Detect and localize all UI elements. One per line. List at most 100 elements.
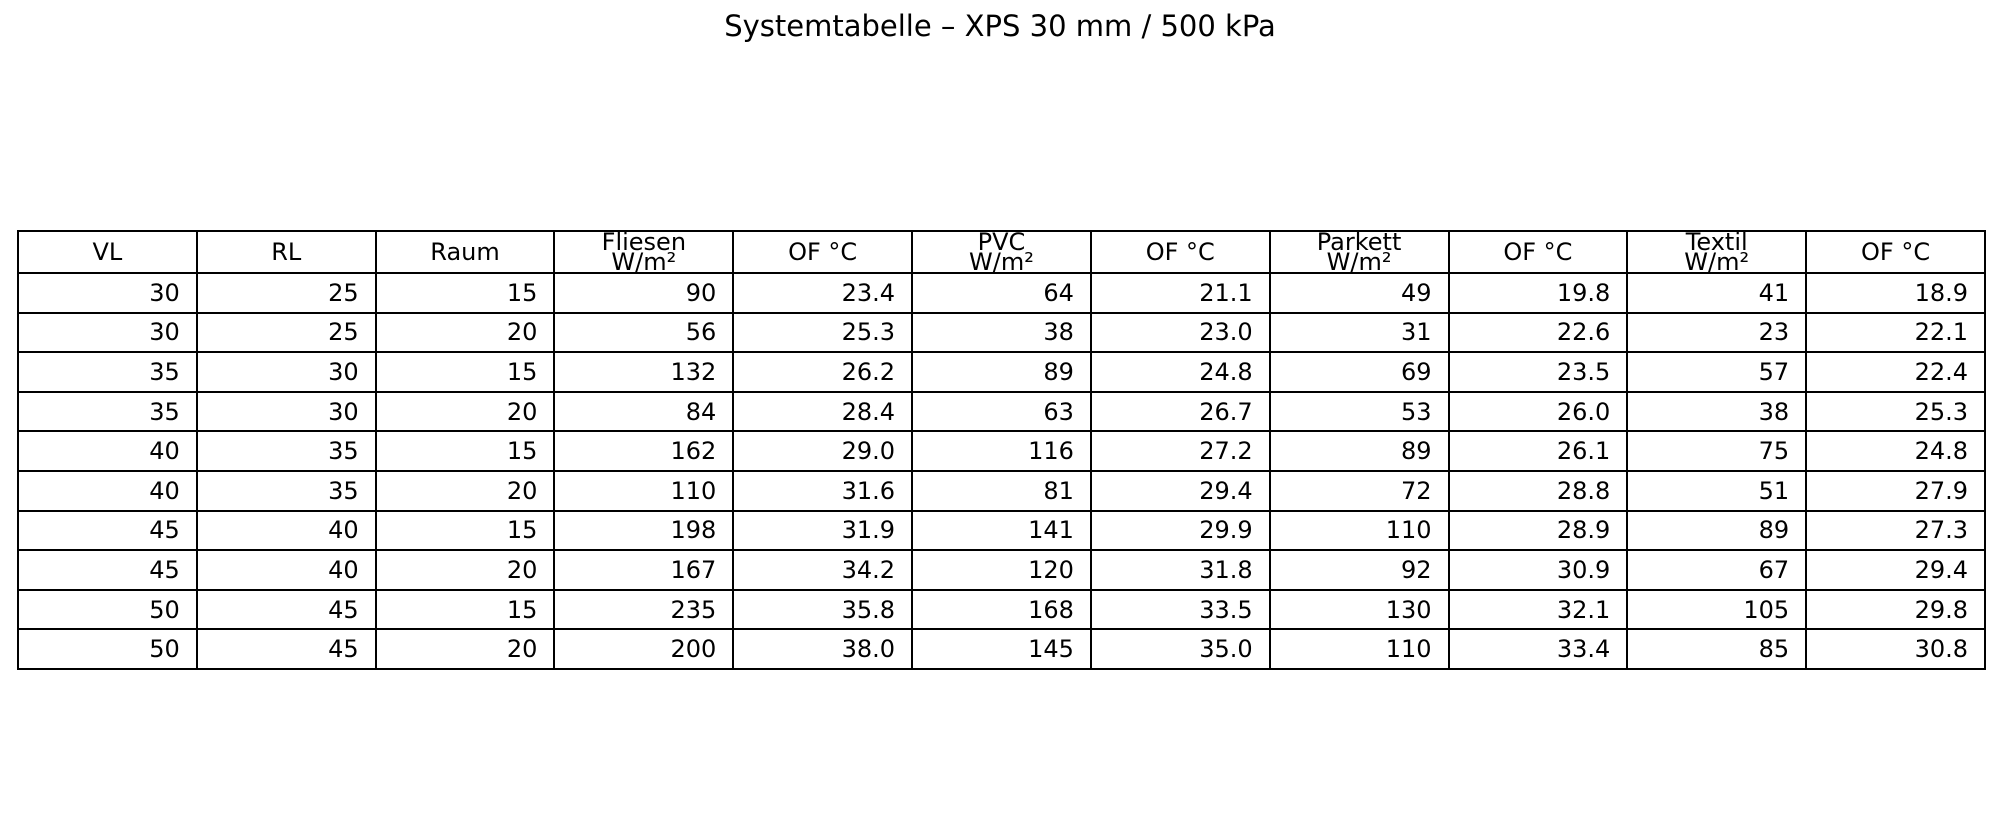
column-header: OF °C: [732, 230, 914, 274]
table-cell: 30.9: [1447, 549, 1629, 591]
table-cell: 15: [374, 509, 556, 552]
table-cell: 69: [1268, 351, 1450, 393]
table-cell: 72: [1268, 469, 1450, 512]
table-cell: 15: [374, 430, 556, 472]
table-cell: 25: [195, 272, 377, 314]
table-cell: 29.8: [1805, 588, 1986, 631]
table-cell: 45: [195, 628, 377, 670]
column-header: PVC W/m²: [911, 230, 1092, 274]
column-header: RL: [195, 230, 377, 274]
table-cell: 141: [911, 509, 1092, 552]
table-cell: 89: [911, 351, 1092, 393]
table-cell: 110: [1268, 509, 1450, 552]
table-header: VL RL Raum Fliesen W/m² OF °C PVC W/m² OF °C Pa…: [17, 230, 1986, 274]
table-cell: 40: [17, 430, 198, 472]
table-cell: 30: [17, 272, 198, 314]
table-cell: 235: [553, 588, 735, 631]
column-header: OF °C: [1089, 230, 1271, 274]
table-cell: 23.4: [732, 272, 914, 314]
table-cell: 51: [1626, 469, 1808, 512]
table-cell: 35.0: [1089, 628, 1271, 670]
page-title: Systemtabelle – XPS 30 mm / 500 kPa: [724, 9, 1276, 43]
table-cell: 38: [1626, 390, 1808, 433]
table-cell: 90: [553, 272, 735, 314]
table-cell: 33.4: [1447, 628, 1629, 670]
table-cell: 20: [374, 390, 556, 433]
table-cell: 21.1: [1089, 272, 1271, 314]
table-cell: 29.9: [1089, 509, 1271, 552]
table-cell: 35: [17, 351, 198, 393]
table-cell: 15: [374, 272, 556, 314]
table-cell: 81: [911, 469, 1092, 512]
table-cell: 23.5: [1447, 351, 1629, 393]
table-cell: 200: [553, 628, 735, 670]
table-cell: 40: [195, 549, 377, 591]
table-cell: 130: [1268, 588, 1450, 631]
table-row: 50 45 20 200 38.0 145 35.0 110 33.4 85 30.8: [17, 628, 1986, 670]
table-cell: 26.0: [1447, 390, 1629, 433]
table-cell: 53: [1268, 390, 1450, 433]
table-cell: 57: [1626, 351, 1808, 393]
table-row: 40 35 20 110 31.6 81 29.4 72 28.8 51 27.9: [17, 469, 1986, 512]
table-cell: 35: [195, 430, 377, 472]
table-cell: 25.3: [1805, 390, 1986, 433]
table-cell: 18.9: [1805, 272, 1986, 314]
table-cell: 24.8: [1805, 430, 1986, 472]
table-cell: 34.2: [732, 549, 914, 591]
table-cell: 84: [553, 390, 735, 433]
table-cell: 30.8: [1805, 628, 1986, 670]
table-cell: 168: [911, 588, 1092, 631]
table-cell: 56: [553, 311, 735, 354]
table-cell: 92: [1268, 549, 1450, 591]
table-cell: 75: [1626, 430, 1808, 472]
table-cell: 31.6: [732, 469, 914, 512]
table-cell: 19.8: [1447, 272, 1629, 314]
table-cell: 15: [374, 351, 556, 393]
table-cell: 120: [911, 549, 1092, 591]
table-cell: 26.2: [732, 351, 914, 393]
table-cell: 29.4: [1805, 549, 1986, 591]
table-cell: 41: [1626, 272, 1808, 314]
table-cell: 31.9: [732, 509, 914, 552]
table-cell: 33.5: [1089, 588, 1271, 631]
table-cell: 45: [195, 588, 377, 631]
table-cell: 45: [17, 509, 198, 552]
table-cell: 110: [1268, 628, 1450, 670]
table-cell: 132: [553, 351, 735, 393]
table-cell: 20: [374, 311, 556, 354]
table-cell: 27.9: [1805, 469, 1986, 512]
table-row: 50 45 15 235 35.8 168 33.5 130 32.1 105 29.8: [17, 588, 1986, 631]
table-cell: 27.2: [1089, 430, 1271, 472]
table-cell: 35.8: [732, 588, 914, 631]
table-cell: 45: [17, 549, 198, 591]
table-cell: 20: [374, 628, 556, 670]
table-cell: 89: [1268, 430, 1450, 472]
table-cell: 38: [911, 311, 1092, 354]
table-cell: 31: [1268, 311, 1450, 354]
table-cell: 116: [911, 430, 1092, 472]
table-cell: 50: [17, 628, 198, 670]
table-cell: 40: [195, 509, 377, 552]
table-cell: 28.9: [1447, 509, 1629, 552]
table-cell: 63: [911, 390, 1092, 433]
table-cell: 15: [374, 588, 556, 631]
table-cell: 35: [195, 469, 377, 512]
table-cell: 22.6: [1447, 311, 1629, 354]
table-cell: 25.3: [732, 311, 914, 354]
table-cell: 25: [195, 311, 377, 354]
table-cell: 20: [374, 469, 556, 512]
table-row: 45 40 15 198 31.9 141 29.9 110 28.9 89 27.3: [17, 509, 1986, 552]
column-header: Textil W/m²: [1626, 230, 1808, 274]
table-cell: 32.1: [1447, 588, 1629, 631]
table-cell: 24.8: [1089, 351, 1271, 393]
table-cell: 30: [195, 351, 377, 393]
table-cell: 31.8: [1089, 549, 1271, 591]
table-row: 35 30 20 84 28.4 63 26.7 53 26.0 38 25.3: [17, 390, 1986, 433]
table-cell: 22.4: [1805, 351, 1986, 393]
header-row: VL RL Raum Fliesen W/m² OF °C PVC W/m² OF °C Pa…: [17, 230, 1986, 274]
table-cell: 28.8: [1447, 469, 1629, 512]
table-cell: 29.4: [1089, 469, 1271, 512]
table-row: 30 25 15 90 23.4 64 21.1 49 19.8 41 18.9: [17, 272, 1986, 314]
table-cell: 85: [1626, 628, 1808, 670]
column-header: Parkett W/m²: [1268, 230, 1450, 274]
